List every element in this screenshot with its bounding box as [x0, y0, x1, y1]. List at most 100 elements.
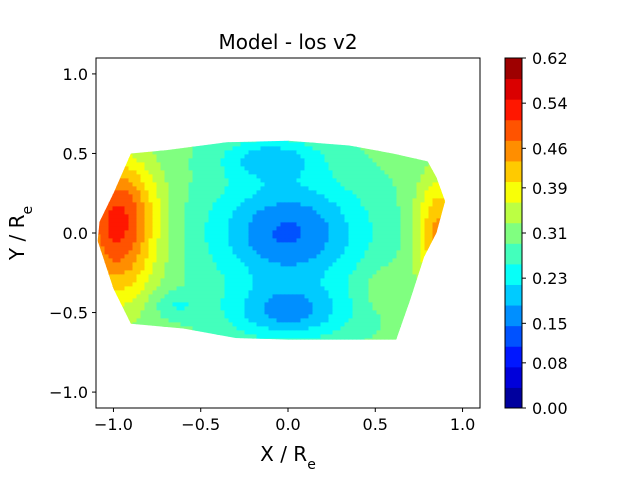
contour-cell	[408, 238, 414, 243]
contour-cell	[348, 302, 354, 307]
contour-cell	[128, 322, 134, 327]
contour-cell	[236, 154, 242, 159]
contour-cell	[205, 342, 210, 347]
contour-cell	[380, 218, 386, 223]
contour-cell	[420, 246, 426, 251]
contour-cell	[196, 314, 202, 319]
contour-cell	[404, 206, 410, 211]
contour-cell	[416, 326, 422, 331]
contour-cell	[184, 278, 190, 283]
contour-cell	[100, 206, 106, 211]
contour-cell	[97, 306, 102, 311]
contour-cell	[268, 254, 274, 259]
contour-cell	[420, 238, 426, 243]
contour-cell	[232, 266, 238, 271]
contour-cell	[364, 278, 370, 283]
contour-cell	[336, 214, 342, 219]
contour-cell	[156, 310, 162, 315]
contour-cell	[224, 334, 230, 339]
contour-cell	[408, 334, 414, 339]
contour-cell	[128, 166, 134, 171]
contour-cell	[160, 306, 166, 311]
contour-cell	[380, 226, 386, 231]
contour-cell	[356, 146, 362, 151]
contour-cell	[216, 238, 222, 243]
contour-cell	[352, 146, 358, 151]
contour-cell	[176, 266, 182, 271]
contour-cell	[449, 222, 454, 227]
contour-cell	[436, 330, 442, 335]
contour-cell	[284, 282, 290, 287]
contour-cell	[424, 186, 430, 191]
contour-cell	[145, 134, 150, 139]
contour-cell	[204, 154, 210, 159]
contour-cell	[248, 258, 254, 263]
contour-cell	[148, 242, 154, 247]
contour-cell	[144, 294, 150, 299]
contour-cell	[296, 210, 302, 215]
contour-cell	[308, 282, 314, 287]
contour-cell	[160, 154, 166, 159]
contour-cell	[152, 230, 158, 235]
contour-cell	[444, 326, 446, 331]
contour-cell	[368, 286, 374, 291]
contour-cell	[181, 134, 186, 139]
contour-cell	[292, 262, 298, 267]
contour-cell	[432, 298, 438, 303]
contour-cell	[104, 158, 110, 163]
contour-cell	[372, 190, 378, 195]
contour-cell	[400, 150, 406, 155]
contour-cell	[388, 142, 394, 147]
contour-cell	[256, 158, 262, 163]
contour-cell	[132, 166, 138, 171]
contour-cell	[144, 330, 150, 335]
contour-cell	[384, 226, 390, 231]
contour-cell	[256, 238, 262, 243]
contour-cell	[296, 150, 302, 155]
contour-cell	[265, 134, 270, 139]
contour-cell	[300, 206, 306, 211]
contour-cell	[128, 182, 134, 187]
contour-cell	[248, 246, 254, 251]
contour-cell	[200, 150, 206, 155]
contour-cell	[376, 226, 382, 231]
contour-cell	[280, 178, 286, 183]
contour-cell	[428, 266, 434, 271]
contour-cell	[352, 242, 358, 247]
contour-cell	[420, 298, 426, 303]
contour-cell	[424, 162, 430, 167]
contour-cell	[108, 150, 114, 155]
contour-cell	[392, 322, 398, 327]
contour-cell	[236, 262, 242, 267]
contour-cell	[368, 174, 374, 179]
contour-cell	[424, 214, 430, 219]
contour-cell	[164, 302, 170, 307]
contour-cell	[396, 242, 402, 247]
contour-cell	[212, 246, 218, 251]
contour-cell	[228, 154, 234, 159]
contour-cell	[268, 230, 274, 235]
contour-cell	[208, 226, 214, 231]
contour-cell	[360, 234, 366, 239]
contour-cell	[336, 222, 342, 227]
contour-cell	[356, 278, 362, 283]
contour-cell	[140, 230, 146, 235]
contour-cell	[156, 234, 162, 239]
contour-cell	[400, 202, 406, 207]
contour-cell	[112, 266, 118, 271]
contour-cell	[284, 182, 290, 187]
contour-cell	[320, 242, 326, 247]
contour-cell	[220, 162, 226, 167]
contour-cell	[308, 310, 314, 315]
contour-cell	[352, 318, 358, 323]
contour-cell	[260, 206, 266, 211]
contour-cell	[376, 238, 382, 243]
contour-cell	[112, 162, 118, 167]
contour-cell	[412, 322, 418, 327]
contour-cell	[356, 140, 362, 143]
contour-cell	[432, 162, 438, 167]
contour-cell	[436, 222, 442, 227]
contour-cell	[97, 298, 102, 303]
contour-cell	[352, 174, 358, 179]
contour-cell	[368, 210, 374, 215]
